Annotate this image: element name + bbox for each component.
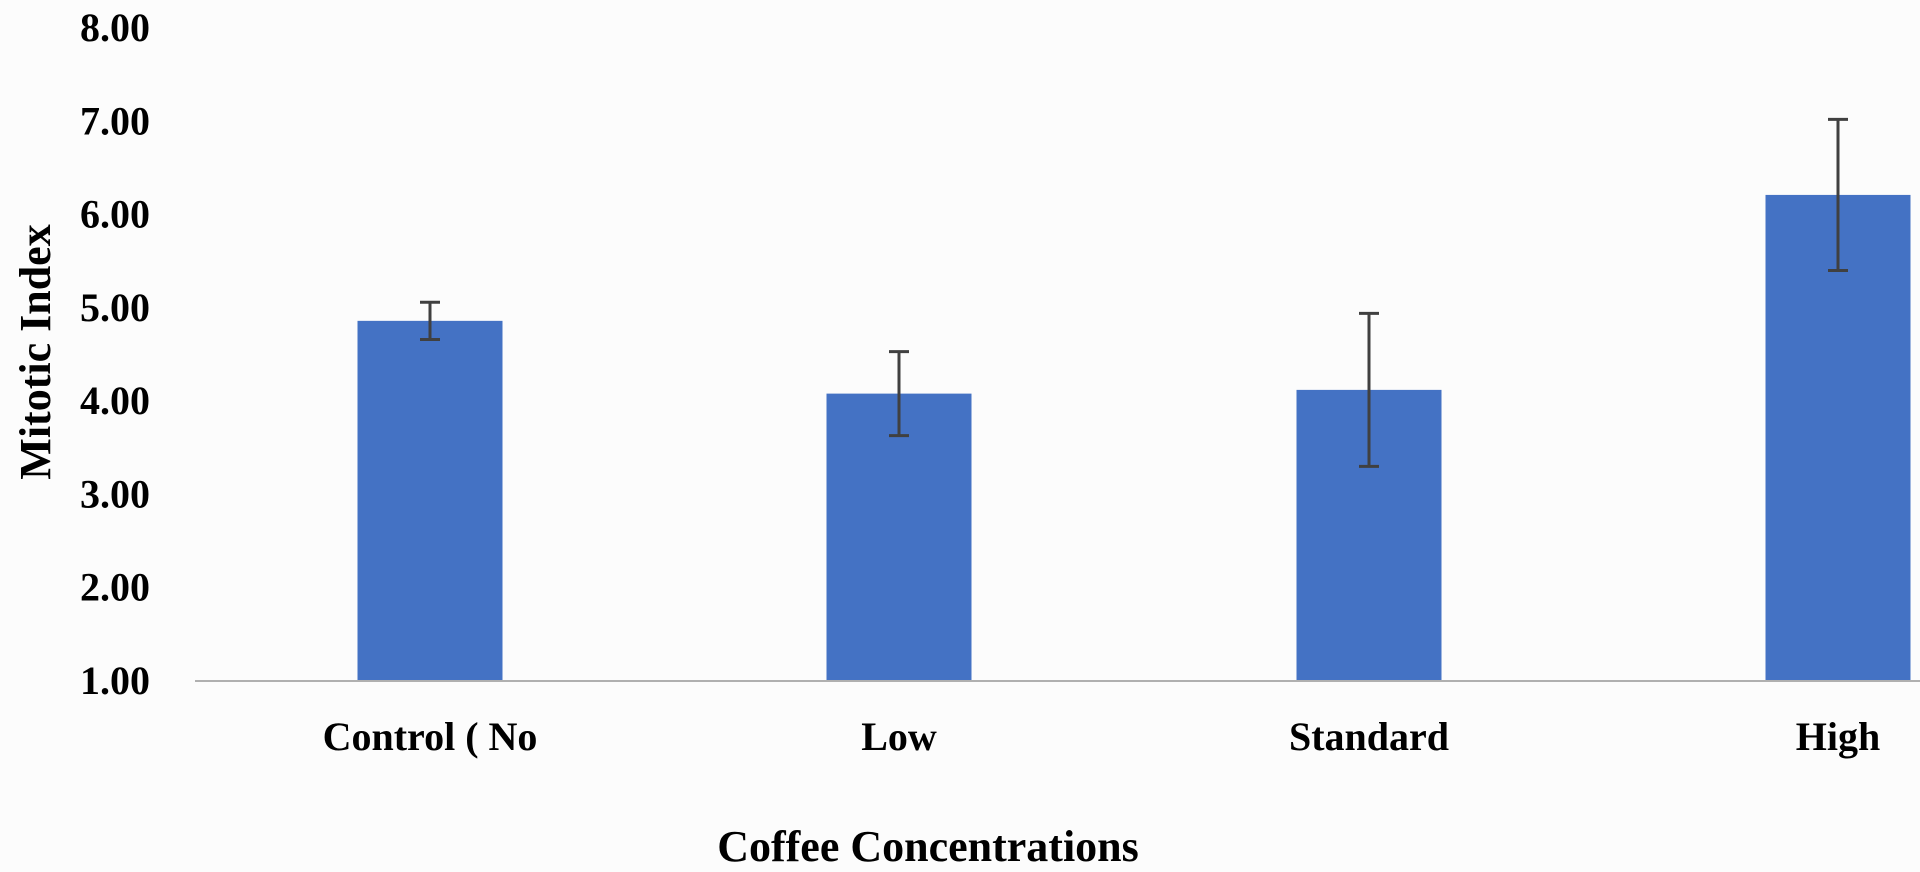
x-axis-labels: Control ( No Low Standard High [323,714,1881,759]
y-tick-label: 4.00 [80,378,150,423]
bar [826,393,972,680]
error-bars-group [420,117,1848,468]
x-tick-label: Standard [1289,714,1449,759]
x-tick-label: Control ( No [323,714,538,759]
error-bar [1828,117,1848,272]
y-tick-label: 8.00 [80,5,150,50]
error-bar [420,300,440,342]
y-axis-title: Mitotic Index [11,224,60,479]
bar [357,320,503,680]
y-tick-label: 3.00 [80,471,150,516]
bars-group [357,194,1911,680]
y-axis-ticks: 1.00 2.00 3.00 4.00 5.00 6.00 7.00 8.00 [80,5,150,703]
y-tick-label: 5.00 [80,285,150,330]
x-tick-label: High [1796,714,1880,759]
error-bar [889,350,909,438]
x-tick-label: Low [861,714,937,759]
y-tick-label: 2.00 [80,565,150,610]
x-axis-title: Coffee Concentrations [717,822,1139,871]
y-tick-label: 1.00 [80,658,150,703]
y-tick-label: 7.00 [80,98,150,143]
y-tick-label: 6.00 [80,192,150,237]
bar [1765,194,1911,680]
error-bar [1359,311,1379,468]
